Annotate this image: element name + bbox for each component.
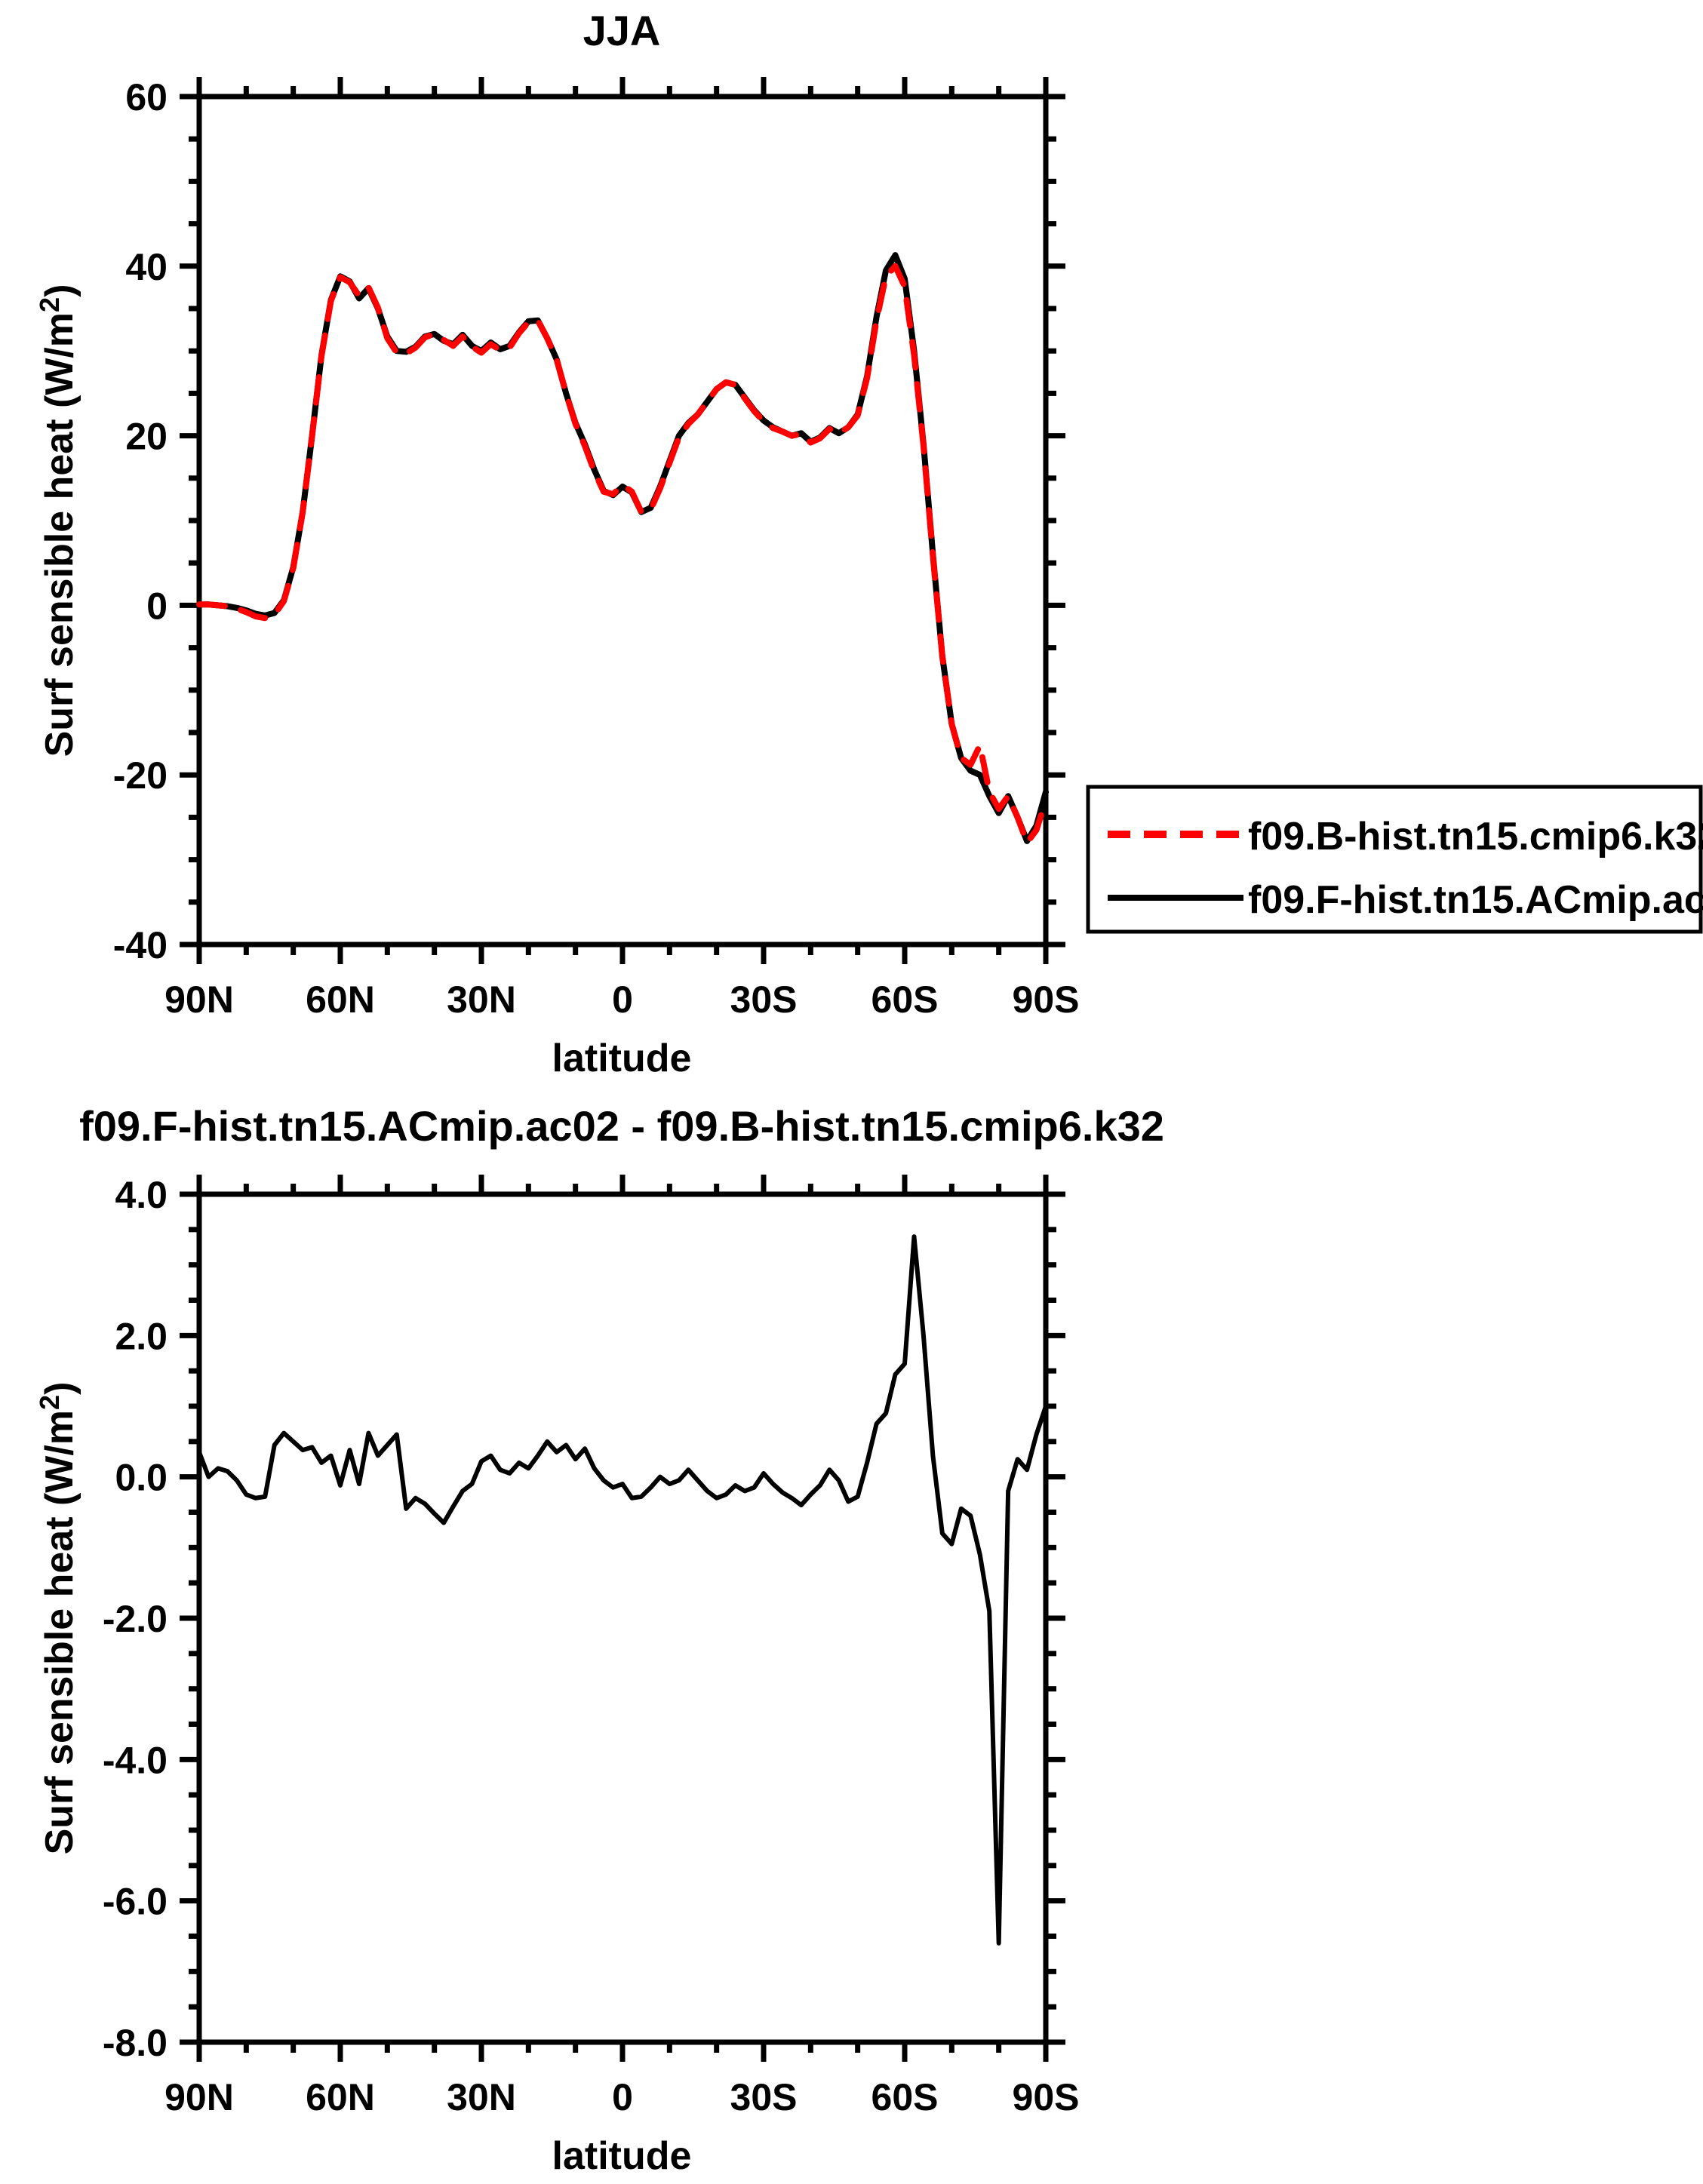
- legend-items: f09.B-hist.tn15.cmip6.k32 f09.F-hist.tn15…: [1108, 815, 1703, 922]
- x-tick-label: 0: [612, 978, 633, 1021]
- bottom-panel-title: f09.F-hist.tn15.ACmip.ac02 - f09.B-hist.…: [79, 1102, 1164, 1150]
- x-tick-label: 90N: [164, 2076, 234, 2118]
- y-tick-label: -40: [113, 924, 168, 966]
- y-tick-label: -20: [113, 754, 168, 797]
- bottom-panel-y-axis-label: Surf sensible heat (W/m2): [34, 1382, 81, 1855]
- bottom-panel-data-series: [197, 1234, 1048, 1946]
- top-panel: JJA Surf sensible heat (W/m2) latitude 6…: [34, 7, 1079, 1080]
- bottom-panel-x-tick-labels: 90N 60N 30N 0 30S 60S 90S: [164, 2076, 1079, 2118]
- x-tick-label: 90S: [1013, 978, 1080, 1021]
- x-tick-label: 60S: [871, 978, 939, 1021]
- top-panel-ticks: [180, 77, 1065, 964]
- top-ylabel-main: Surf sensible heat (W/m: [38, 312, 81, 757]
- legend-label-2: f09.F-hist.tn15.ACmip.ac02: [1248, 878, 1703, 922]
- x-tick-label: 60S: [871, 2076, 939, 2118]
- x-tick-label: 90S: [1013, 2076, 1080, 2118]
- x-tick-label: 60N: [306, 978, 375, 1021]
- legend-label-1: f09.B-hist.tn15.cmip6.k32: [1248, 815, 1703, 859]
- legend: f09.B-hist.tn15.cmip6.k32 f09.F-hist.tn15…: [1086, 785, 1703, 934]
- top-panel-x-tick-labels: 90N 60N 30N 0 30S 60S 90S: [164, 978, 1079, 1021]
- y-tick-label: 4.0: [115, 1174, 168, 1216]
- x-tick-label: 30N: [447, 2076, 516, 2118]
- bottom-panel: f09.F-hist.tn15.ACmip.ac02 - f09.B-hist.…: [34, 1102, 1164, 2178]
- top-panel-y-tick-labels: 60 40 20 0 -20 -40: [113, 76, 168, 966]
- top-panel-y-axis-label: Surf sensible heat (W/m2): [34, 284, 81, 757]
- bottom-ylabel-tail: ): [38, 1382, 81, 1395]
- series-line-difference: [197, 1234, 1048, 1946]
- y-tick-label: 40: [125, 246, 168, 288]
- y-tick-label: -6.0: [103, 1881, 168, 1923]
- x-tick-label: 0: [612, 2076, 633, 2118]
- x-tick-label: 30S: [730, 978, 798, 1021]
- svg-text:Surf sensible heat (W/m2): Surf sensible heat (W/m2): [34, 1382, 81, 1855]
- top-panel-data-series: [196, 252, 1049, 846]
- series-line-f09.B-hist.tn15.cmip6.k32: [196, 263, 1049, 846]
- y-tick-label: 0.0: [115, 1457, 168, 1499]
- y-tick-label: 20: [125, 416, 168, 458]
- top-panel-title: JJA: [583, 7, 661, 54]
- y-tick-label: 60: [125, 76, 168, 118]
- bottom-panel-ticks: [180, 1175, 1065, 2062]
- y-tick-label: -8.0: [103, 2022, 168, 2064]
- x-tick-label: 30N: [447, 978, 516, 1021]
- bottom-panel-y-tick-labels: 4.0 2.0 0.0 -2.0 -4.0 -6.0 -8.0: [103, 1174, 168, 2064]
- bottom-panel-x-axis-label: latitude: [552, 2134, 692, 2178]
- y-tick-label: 2.0: [115, 1315, 168, 1357]
- y-tick-label: -4.0: [103, 1739, 168, 1781]
- x-tick-label: 90N: [164, 978, 234, 1021]
- legend-box: [1086, 785, 1703, 934]
- top-panel-x-axis-label: latitude: [552, 1037, 692, 1080]
- y-tick-label: -2.0: [103, 1598, 168, 1640]
- x-tick-label: 60N: [306, 2076, 375, 2118]
- top-ylabel-superscript: 2: [34, 297, 65, 312]
- y-tick-label: 0: [146, 585, 168, 627]
- top-ylabel-tail: ): [38, 284, 81, 297]
- bottom-ylabel-superscript: 2: [34, 1395, 65, 1410]
- svg-text:Surf sensible heat (W/m2): Surf sensible heat (W/m2): [34, 284, 81, 757]
- x-tick-label: 30S: [730, 2076, 798, 2118]
- bottom-ylabel-main: Surf sensible heat (W/m: [38, 1410, 81, 1854]
